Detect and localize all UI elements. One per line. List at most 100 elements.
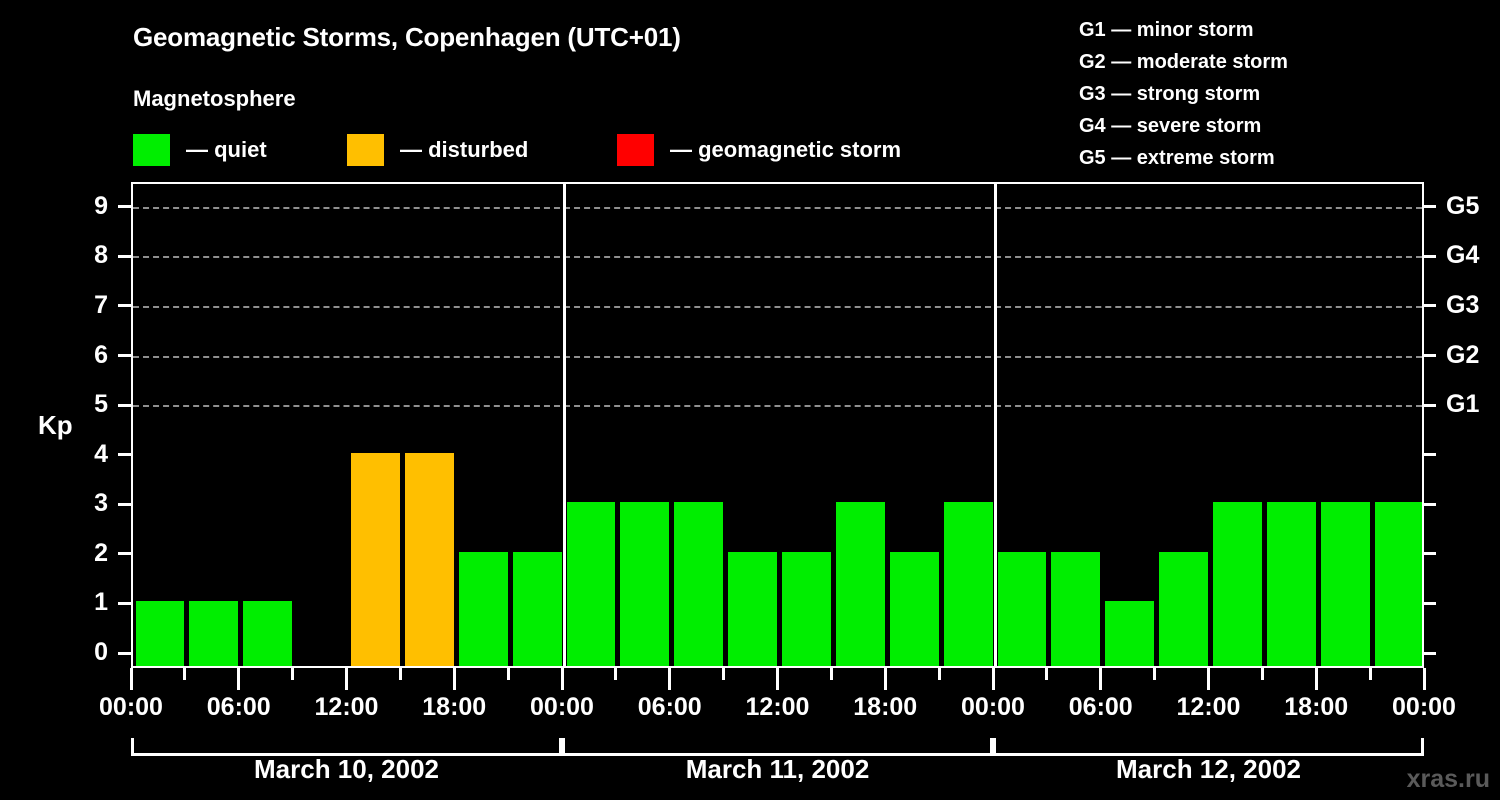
- color-key-label: — geomagnetic storm: [670, 137, 902, 162]
- y-tick-2: [118, 552, 131, 556]
- gridline-kp-6: [133, 355, 1422, 358]
- y-right-tick-7: [1424, 304, 1436, 308]
- x-tick-label: 18:00: [1284, 693, 1349, 721]
- x-tick-minor: [291, 668, 295, 680]
- bar: [404, 452, 454, 666]
- x-tick-label: 06:00: [206, 693, 271, 721]
- bar: [997, 551, 1047, 666]
- color-key-label: — disturbed: [400, 137, 529, 162]
- bar: [943, 502, 993, 666]
- bar: [1105, 601, 1155, 666]
- bar: [1159, 551, 1208, 666]
- g-scale-label-G1: G1: [1446, 390, 1480, 419]
- y-tick-8: [118, 254, 131, 258]
- x-tick-major: [452, 668, 456, 690]
- color-swatch-geomagnetic-storm: [617, 134, 654, 166]
- color-swatch-quiet: [133, 134, 170, 166]
- x-tick-minor: [614, 668, 618, 680]
- gscale-legend-row-5: G5 — extreme storm: [1079, 147, 1275, 169]
- chart-subtitle: Magnetosphere: [133, 86, 296, 111]
- bar: [458, 551, 508, 666]
- day-label-3: March 12, 2002: [1115, 754, 1302, 784]
- day-separator-1: [562, 184, 566, 666]
- gscale-legend-row-3: G3 — strong storm: [1079, 83, 1261, 105]
- x-tick-major: [776, 668, 779, 690]
- x-tick-major: [345, 668, 348, 690]
- x-tick-minor: [722, 668, 726, 680]
- day-bracket-1: [131, 738, 562, 756]
- g-scale-label-G4: G4: [1446, 241, 1480, 270]
- y-tick-0: [118, 651, 131, 655]
- g-scale-label-G3: G3: [1446, 290, 1480, 319]
- x-tick-major: [1314, 668, 1318, 690]
- x-tick-minor: [183, 668, 187, 680]
- bar: [1320, 502, 1370, 666]
- y-tick-9: [118, 205, 131, 209]
- x-tick-label: 12:00: [745, 693, 810, 721]
- bar: [135, 601, 185, 666]
- y-tick-label-6: 6: [94, 340, 108, 369]
- x-tick-minor: [1260, 668, 1264, 680]
- x-tick-label: 12:00: [1176, 693, 1241, 721]
- day-label-1: March 10, 2002: [253, 754, 440, 784]
- x-tick-major: [1422, 668, 1426, 690]
- y-right-tick-2: [1424, 552, 1436, 556]
- g-scale-label-G2: G2: [1446, 340, 1480, 369]
- bar: [728, 551, 777, 666]
- color-swatch-disturbed: [347, 134, 384, 166]
- y-tick-6: [118, 354, 131, 358]
- bar: [1374, 502, 1422, 666]
- bar: [351, 452, 400, 666]
- bar: [674, 502, 724, 666]
- y-tick-label-0: 0: [94, 638, 108, 666]
- x-tick-minor: [1045, 668, 1049, 680]
- y-tick-4: [118, 453, 131, 457]
- gscale-legend-row-2: G2 — moderate storm: [1079, 51, 1288, 73]
- x-tick-minor: [1368, 668, 1372, 680]
- x-tick-label: 18:00: [853, 693, 918, 721]
- gscale-legend-row-4: G4 — severe storm: [1079, 115, 1262, 137]
- x-tick-minor: [398, 668, 402, 680]
- day-bracket-2: [562, 738, 993, 756]
- bar: [566, 502, 616, 666]
- y-tick-7: [118, 304, 131, 308]
- gridline-kp-9: [133, 206, 1422, 209]
- color-key-item-quiet: — quiet: [133, 134, 267, 166]
- x-tick-label: 18:00: [422, 693, 487, 721]
- y-tick-label-5: 5: [94, 390, 108, 419]
- x-tick-major: [560, 668, 564, 690]
- color-key-item-geomagnetic-storm: — geomagnetic storm: [617, 134, 901, 166]
- x-tick-major: [237, 668, 241, 690]
- y-tick-5: [118, 403, 131, 407]
- x-tick-major: [1207, 668, 1210, 690]
- day-bracket-3: [993, 738, 1424, 756]
- y-right-tick-1: [1424, 601, 1436, 605]
- gridline-kp-8: [133, 256, 1422, 259]
- gscale-legend-row-1: G1 — minor storm: [1079, 19, 1254, 41]
- bar: [835, 502, 885, 666]
- watermark: xras.ru: [1406, 765, 1490, 793]
- page-title: Geomagnetic Storms, Copenhagen (UTC+01): [133, 22, 681, 52]
- day-separator-2: [993, 184, 997, 666]
- y-right-tick-3: [1424, 502, 1436, 506]
- y-tick-3: [118, 502, 131, 506]
- x-tick-label: 00:00: [530, 693, 594, 721]
- bar: [1213, 502, 1262, 666]
- x-tick-major: [991, 668, 995, 690]
- y-right-tick-6: [1424, 354, 1436, 358]
- x-tick-minor: [937, 668, 941, 680]
- day-label-2: March 11, 2002: [685, 754, 870, 784]
- bar: [1051, 551, 1101, 666]
- y-right-tick-9: [1424, 205, 1436, 209]
- bar: [189, 601, 239, 666]
- y-right-tick-0: [1424, 651, 1436, 655]
- bar: [512, 551, 562, 666]
- g-scale-label-G5: G5: [1446, 191, 1480, 220]
- y-tick-label-1: 1: [94, 588, 108, 617]
- color-key-label: — quiet: [186, 137, 267, 162]
- x-tick-major: [668, 668, 672, 690]
- gscale-legend: G1 — minor storm G2 — moderate storm G3 — …: [1079, 14, 1288, 174]
- bar: [889, 551, 939, 666]
- x-tick-label: 06:00: [1068, 693, 1133, 721]
